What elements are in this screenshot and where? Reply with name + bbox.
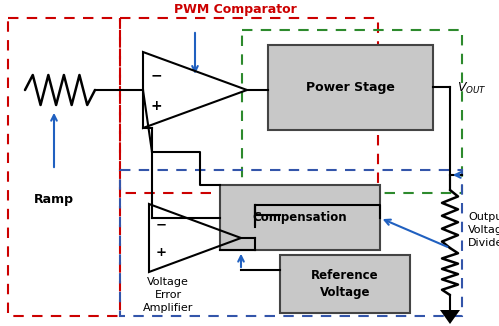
Text: Power Stage: Power Stage (306, 81, 395, 94)
Polygon shape (440, 310, 460, 324)
Text: Compensation: Compensation (252, 211, 347, 224)
Bar (220, 185, 380, 250)
Text: Output
Voltage
Divider: Output Voltage Divider (468, 212, 499, 248)
Text: −: − (156, 218, 167, 231)
Text: +: + (156, 246, 167, 259)
Bar (120, 170, 462, 316)
Text: +: + (151, 99, 163, 113)
Text: −: − (151, 68, 163, 82)
Bar (8, 18, 120, 316)
Bar (268, 45, 433, 130)
Text: PWM Comparator: PWM Comparator (174, 4, 296, 17)
Text: Ramp: Ramp (34, 194, 74, 206)
Bar (242, 30, 462, 193)
Text: $V_{OUT}$: $V_{OUT}$ (457, 81, 487, 96)
Bar (280, 255, 410, 313)
Bar (120, 18, 378, 193)
Text: Voltage
Error
Amplifier: Voltage Error Amplifier (143, 277, 193, 313)
Text: Reference
Voltage: Reference Voltage (311, 269, 379, 299)
